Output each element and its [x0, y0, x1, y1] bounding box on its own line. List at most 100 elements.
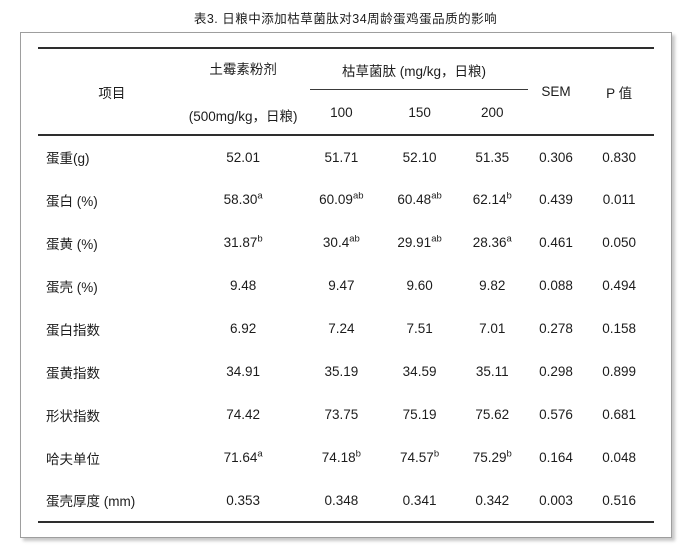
value-cell: 71.64a: [223, 448, 263, 465]
value-cell: 74.18b: [321, 448, 361, 465]
table-title: 表3. 日粮中添加枯草菌肽对34周龄蛋鸡蛋品质的影响: [193, 12, 498, 26]
header-treatment-group: 枯草菌肽 (mg/kg，日粮): [300, 48, 528, 90]
value-cell: 60.48ab: [397, 190, 442, 207]
value-cell: 73.75: [324, 407, 359, 422]
value-cell: 75.62: [475, 407, 510, 422]
significance-superscript: a: [506, 233, 512, 245]
value-cell: 0.158: [602, 321, 637, 336]
value-cell: 75.19: [402, 407, 437, 422]
significance-superscript: b: [257, 233, 263, 245]
significance-superscript: ab: [349, 233, 360, 245]
value-cell: 74.57b: [400, 448, 440, 465]
table-row: 哈夫单位 71.64a 74.18b 74.57b 75.29b 0.164 0.048: [38, 436, 654, 479]
table-row: 蛋黄指数 34.91 35.19 34.59 35.11 0.298 0.899: [38, 350, 654, 393]
table-row: 形状指数 74.42 73.75 75.19 75.62 0.576 0.681: [38, 393, 654, 436]
header-level-150: 150: [408, 104, 431, 120]
table-container: 项目 土霉素粉剂 (500mg/kg，日粮) 枯草菌肽 (mg/kg，日粮) S…: [20, 32, 672, 538]
value-cell: 58.30a: [223, 190, 263, 207]
header-control-dose: (500mg/kg，日粮): [188, 109, 298, 124]
table-row: 蛋壳厚度 (mm) 0.353 0.348 0.341 0.342 0.003 0.516: [38, 479, 654, 522]
value-cell: 0.899: [602, 364, 637, 379]
significance-superscript: ab: [431, 233, 442, 245]
value-cell: 0.353: [226, 492, 260, 508]
table-row: 蛋壳 (%) 9.48 9.47 9.60 9.82 0.088 0.494: [38, 264, 654, 307]
value-cell: 0.576: [539, 407, 573, 422]
value-cell: 0.011: [602, 192, 636, 207]
value-cell: 0.342: [475, 492, 510, 508]
row-label: 蛋壳 (%): [46, 279, 98, 295]
value-cell: 75.29b: [472, 448, 512, 465]
value-cell: 30.4ab: [322, 233, 360, 250]
significance-superscript: ab: [431, 190, 442, 202]
significance-superscript: a: [257, 190, 263, 202]
value-cell: 0.048: [602, 450, 637, 465]
data-table: 项目 土霉素粉剂 (500mg/kg，日粮) 枯草菌肽 (mg/kg，日粮) S…: [38, 47, 654, 523]
value-cell: 0.348: [324, 492, 359, 508]
value-cell: 0.164: [539, 450, 573, 465]
value-cell: 0.439: [539, 192, 573, 207]
header-level-100: 100: [330, 104, 353, 120]
significance-superscript: ab: [352, 190, 364, 202]
header-level-200: 200: [480, 104, 504, 120]
value-cell: 0.050: [602, 235, 637, 250]
table-row: 蛋白指数 6.92 7.24 7.51 7.01 0.278 0.158: [38, 307, 654, 350]
value-cell: 7.51: [406, 321, 433, 336]
row-label: 蛋黄指数: [46, 365, 100, 381]
value-cell: 0.494: [602, 278, 637, 293]
value-cell: 0.830: [602, 149, 637, 165]
value-cell: 0.516: [602, 492, 637, 508]
value-cell: 0.298: [539, 364, 573, 379]
header-item: 项目: [98, 85, 126, 101]
row-label: 蛋白 (%): [46, 193, 98, 209]
value-cell: 0.341: [402, 492, 437, 508]
table-row: 蛋白 (%) 58.30a 60.09ab 60.48ab 62.14b 0.439 0.0…: [38, 178, 654, 221]
value-cell: 52.10: [402, 149, 437, 165]
value-cell: 29.91ab: [397, 233, 442, 250]
value-cell: 7.24: [328, 321, 355, 336]
value-cell: 7.01: [479, 321, 506, 336]
value-cell: 51.71: [324, 149, 359, 165]
significance-superscript: b: [355, 448, 361, 460]
value-cell: 52.01: [226, 149, 260, 165]
value-cell: 0.461: [539, 235, 573, 250]
significance-superscript: b: [506, 190, 512, 202]
value-cell: 51.35: [475, 149, 510, 165]
header-pvalue: P 值: [606, 85, 633, 101]
value-cell: 9.48: [229, 278, 257, 293]
value-cell: 0.306: [539, 149, 573, 165]
value-cell: 34.91: [226, 364, 260, 379]
value-cell: 35.19: [324, 364, 359, 379]
value-cell: 9.82: [479, 278, 506, 293]
significance-superscript: b: [433, 448, 440, 460]
value-cell: 6.92: [229, 321, 257, 336]
row-label: 形状指数: [46, 408, 100, 424]
value-cell: 0.088: [539, 278, 573, 293]
value-cell: 28.36a: [472, 233, 512, 250]
value-cell: 34.59: [402, 364, 437, 379]
significance-superscript: b: [506, 448, 512, 460]
header-sem: SEM: [541, 84, 571, 99]
table-row: 蛋重(g) 52.01 51.71 52.10 51.35 0.306 0.830: [38, 135, 654, 178]
value-cell: 0.681: [602, 407, 637, 422]
value-cell: 35.11: [475, 364, 509, 379]
header-treatment-label: 枯草菌肽 (mg/kg，日粮): [342, 63, 487, 79]
row-label: 哈夫单位: [46, 451, 100, 467]
header-control-group: 土霉素粉剂 (500mg/kg，日粮): [186, 48, 301, 135]
table-row: 蛋黄 (%) 31.87b 30.4ab 29.91ab 28.36a 0.461 0.05…: [38, 221, 654, 264]
header-control-name: 土霉素粉剂: [209, 62, 277, 77]
value-cell: 0.278: [539, 321, 573, 336]
significance-superscript: a: [257, 448, 263, 460]
row-label: 蛋黄 (%): [46, 236, 98, 252]
value-cell: 0.003: [539, 492, 573, 508]
row-label: 蛋重(g): [46, 151, 90, 166]
value-cell: 74.42: [226, 407, 260, 422]
value-cell: 9.47: [328, 278, 355, 293]
value-cell: 9.60: [406, 278, 433, 293]
table-body: 蛋重(g) 52.01 51.71 52.10 51.35 0.306 0.830 蛋白 (%…: [38, 135, 654, 522]
value-cell: 60.09ab: [319, 190, 364, 207]
value-cell: 31.87b: [223, 233, 263, 250]
row-label: 蛋白指数: [46, 322, 100, 338]
row-label: 蛋壳厚度 (mm): [46, 494, 136, 509]
value-cell: 62.14b: [472, 190, 512, 207]
